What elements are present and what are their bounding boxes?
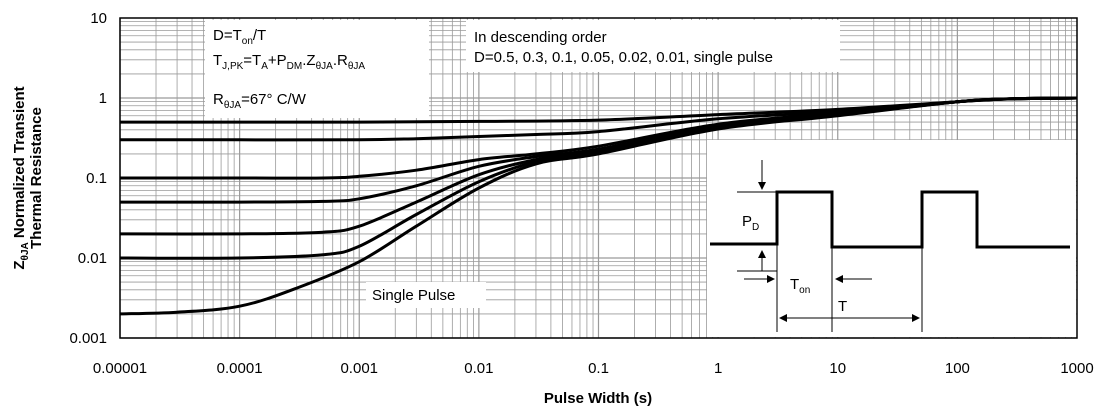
x-tick-label: 0.1 bbox=[588, 360, 609, 377]
pd-up-arrow-head bbox=[758, 250, 766, 258]
x-tick-label: 100 bbox=[945, 360, 970, 377]
x-tick-label: 0.001 bbox=[340, 360, 378, 377]
x-axis-ticks: 0.00001 0.0001 0.001 0.01 0.1 1 10 100 1000 bbox=[93, 360, 1094, 377]
ton-label: Ton bbox=[790, 276, 810, 296]
y-tick-label: 1 bbox=[99, 90, 107, 107]
y-axis-ticks: 10 1 0.1 0.01 0.001 bbox=[69, 10, 107, 347]
y-axis-title-line1: ZθJA Normalized Transient bbox=[11, 86, 31, 269]
formula-box: D=Ton/T TJ,PK=TA+PDM.ZθJA.RθJA RθJA=67° … bbox=[205, 20, 429, 118]
plot-frame bbox=[119, 17, 1078, 339]
formula-junction-temperature: TJ,PK=TA+PDM.ZθJA.RθJA bbox=[213, 52, 365, 72]
x-tick-label: 1000 bbox=[1060, 360, 1093, 377]
formula-thermal-resistance: RθJA=67° C/W bbox=[213, 91, 307, 111]
y-tick-label: 0.1 bbox=[86, 170, 107, 187]
y-axis-title-line2: Thermal Resistance bbox=[28, 107, 45, 249]
x-tick-label: 0.00001 bbox=[93, 360, 147, 377]
single-pulse-label: Single Pulse bbox=[372, 287, 455, 304]
pulse-diagram-inset: PD Ton T bbox=[707, 140, 1076, 337]
series-line-7 bbox=[119, 96, 1078, 316]
period-arrow-right-head bbox=[912, 314, 920, 322]
x-tick-label: 1 bbox=[714, 360, 722, 377]
x-tick-label: 10 bbox=[829, 360, 846, 377]
formula-box-background bbox=[205, 20, 429, 118]
y-axis-title: ZθJA Normalized Transient Thermal Resist… bbox=[11, 86, 45, 269]
x-axis-title: Pulse Width (s) bbox=[544, 390, 652, 407]
pulse-waveform bbox=[710, 190, 1070, 249]
order-box-background bbox=[466, 20, 840, 72]
ton-right-arrow-head bbox=[835, 275, 843, 283]
y-tick-label: 0.01 bbox=[78, 250, 107, 267]
y-tick-label: 10 bbox=[90, 10, 107, 27]
period-arrow-left-head bbox=[779, 314, 787, 322]
order-duty-values: D=0.5, 0.3, 0.1, 0.05, 0.02, 0.01, singl… bbox=[474, 49, 773, 66]
x-tick-label: 0.0001 bbox=[217, 360, 263, 377]
single-pulse-label-group: Single Pulse bbox=[366, 282, 486, 308]
x-tick-label: 0.01 bbox=[464, 360, 493, 377]
order-box: In descending order D=0.5, 0.3, 0.1, 0.0… bbox=[466, 20, 840, 72]
period-label: T bbox=[838, 298, 847, 315]
formula-duty-cycle: D=Ton/T bbox=[213, 27, 266, 47]
y-tick-label: 0.001 bbox=[69, 330, 107, 347]
ton-left-arrow-head bbox=[767, 275, 775, 283]
inset-background bbox=[707, 140, 1076, 337]
pd-down-arrow-head bbox=[758, 182, 766, 190]
order-heading: In descending order bbox=[474, 29, 607, 46]
pd-label: PD bbox=[742, 213, 759, 233]
single-pulse-label-background bbox=[366, 282, 486, 308]
curves bbox=[119, 96, 1078, 316]
